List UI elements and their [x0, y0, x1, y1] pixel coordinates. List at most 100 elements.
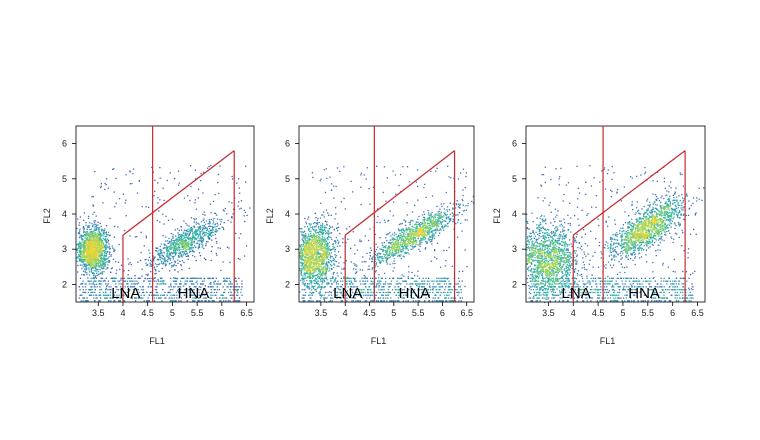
- scatter-point: [210, 232, 212, 234]
- scatter-point: [199, 300, 201, 302]
- scatter-point: [83, 252, 85, 254]
- scatter-point: [177, 234, 180, 236]
- scatter-point: [308, 223, 310, 225]
- scatter-point: [160, 252, 162, 254]
- scatter-point: [222, 280, 224, 282]
- scatter-point: [161, 254, 163, 256]
- scatter-point: [90, 239, 92, 242]
- scatter-point: [100, 289, 103, 291]
- scatter-point: [104, 289, 107, 291]
- scatter-point: [158, 263, 161, 265]
- scatter-point: [398, 242, 400, 245]
- scatter-point: [125, 280, 127, 282]
- scatter-point: [114, 300, 116, 302]
- scatter-point: [239, 208, 241, 210]
- scatter-point: [187, 243, 189, 246]
- scatter-point: [83, 242, 85, 244]
- scatter-point: [96, 228, 98, 230]
- scatter-point: [170, 286, 172, 288]
- scatter-point: [326, 246, 328, 248]
- scatter-point: [311, 246, 313, 248]
- scatter-point: [381, 242, 383, 244]
- scatter-point: [182, 285, 185, 287]
- scatter-point: [126, 291, 128, 294]
- scatter-point: [180, 263, 182, 266]
- scatter-point: [335, 260, 338, 263]
- scatter-point: [304, 252, 307, 254]
- scatter-point: [320, 256, 322, 258]
- scatter-point: [154, 179, 156, 181]
- scatter-point: [194, 300, 196, 302]
- scatter-point: [197, 297, 200, 299]
- scatter-point: [103, 230, 106, 232]
- scatter-point: [405, 227, 407, 229]
- scatter-point: [406, 228, 408, 230]
- scatter-point: [106, 261, 108, 263]
- scatter-point: [168, 252, 170, 255]
- scatter-point: [205, 220, 208, 222]
- scatter-point: [82, 246, 85, 249]
- scatter-point: [95, 237, 98, 239]
- scatter-point: [323, 211, 325, 213]
- scatter-point: [114, 280, 116, 282]
- scatter-point: [202, 244, 204, 247]
- scatter-point: [308, 255, 310, 257]
- scatter-point: [179, 239, 181, 241]
- scatter-point: [405, 243, 408, 245]
- scatter-point: [321, 245, 324, 247]
- scatter-point: [87, 280, 89, 282]
- scatter-point: [313, 271, 315, 273]
- scatter-point: [180, 300, 182, 302]
- scatter-point: [169, 291, 171, 294]
- scatter-point: [94, 233, 96, 235]
- scatter-point: [177, 289, 179, 291]
- scatter-point: [97, 235, 99, 238]
- scatter-point: [82, 244, 84, 246]
- scatter-point: [85, 253, 88, 256]
- scatter-point: [80, 246, 82, 248]
- scatter-point: [403, 246, 405, 248]
- scatter-point: [99, 255, 102, 257]
- scatter-point: [314, 242, 316, 245]
- scatter-point: [326, 252, 328, 254]
- scatter-point: [431, 220, 433, 223]
- scatter-point: [304, 246, 306, 248]
- scatter-point: [93, 260, 95, 262]
- scatter-point: [94, 284, 96, 286]
- scatter-point: [311, 236, 313, 239]
- scatter-point: [321, 240, 323, 242]
- scatter-point: [100, 243, 102, 245]
- scatter-point: [121, 297, 123, 299]
- scatter-point: [196, 230, 198, 233]
- scatter-point: [319, 255, 321, 257]
- scatter-point: [334, 287, 337, 290]
- scatter-point: [180, 286, 182, 288]
- scatter-point: [194, 219, 196, 221]
- scatter-point: [324, 269, 326, 271]
- scatter-point: [90, 257, 92, 259]
- scatter-point: [102, 247, 104, 249]
- scatter-point: [225, 300, 227, 302]
- scatter-point: [99, 266, 101, 268]
- scatter-point: [303, 278, 305, 280]
- scatter-point: [185, 233, 187, 235]
- scatter-point: [93, 297, 95, 299]
- scatter-point: [103, 257, 106, 259]
- scatter-point: [182, 244, 184, 246]
- scatter-point: [138, 277, 140, 279]
- scatter-point: [322, 253, 324, 255]
- scatter-point: [410, 220, 412, 222]
- scatter-point: [210, 211, 212, 214]
- scatter-point: [120, 291, 122, 294]
- scatter-point: [88, 283, 90, 285]
- scatter-point: [306, 225, 309, 228]
- scatter-point: [85, 236, 87, 238]
- scatter-point: [91, 263, 93, 265]
- scatter-point: [176, 297, 178, 299]
- scatter-point: [207, 286, 209, 288]
- scatter-point: [385, 251, 387, 253]
- scatter-point: [124, 291, 127, 294]
- scatter-point: [101, 264, 104, 266]
- scatter-point: [328, 253, 330, 256]
- scatter-point: [299, 252, 301, 254]
